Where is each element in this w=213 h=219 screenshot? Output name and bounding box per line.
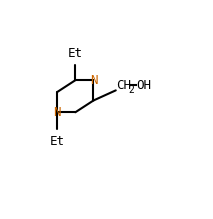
Text: Et: Et (68, 47, 83, 60)
Text: 2: 2 (128, 85, 134, 95)
Text: Et: Et (50, 135, 65, 148)
Text: N: N (90, 74, 97, 87)
Text: CH: CH (117, 79, 132, 92)
Text: OH: OH (136, 79, 151, 92)
Text: N: N (53, 106, 61, 119)
